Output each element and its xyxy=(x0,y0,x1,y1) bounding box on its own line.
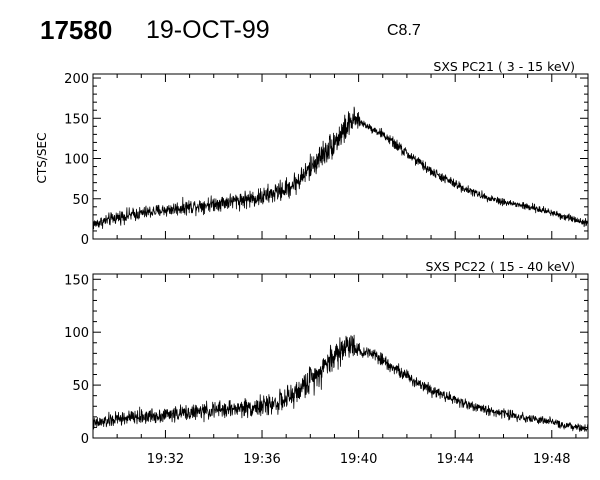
panel-title: SXS PC22 ( 15 - 40 keV) xyxy=(425,259,575,274)
series-line xyxy=(92,334,589,432)
panel-title: SXS PC21 ( 3 - 15 keV) xyxy=(433,59,575,74)
y-tick-label: 150 xyxy=(64,112,89,127)
y-tick-label: 50 xyxy=(72,379,89,394)
plot-frame xyxy=(92,273,589,439)
y-tick-label: 100 xyxy=(64,326,89,341)
y-tick-label: 150 xyxy=(64,273,89,288)
panel-pc21: SXS PC21 ( 3 - 15 keV) 0 50 100 150 200 xyxy=(64,59,589,248)
x-tick-label: 19:36 xyxy=(243,452,280,467)
x-tick-label: 19:32 xyxy=(147,452,184,467)
flare-class: C8.7 xyxy=(387,22,421,39)
y-axis-label: CTS/SEC xyxy=(35,133,49,184)
event-number: 17580 xyxy=(40,15,113,45)
panel-pc22: SXS PC22 ( 15 - 40 keV) 0 50 100 150 19:32 19… xyxy=(64,259,589,467)
series-line xyxy=(92,106,589,230)
y-tick-label: 50 xyxy=(72,193,89,208)
x-tick-label: 19:48 xyxy=(533,452,570,467)
y-tick-label: 200 xyxy=(64,72,89,87)
plot-frame xyxy=(92,73,589,240)
y-tick-label: 0 xyxy=(81,233,89,248)
x-tick-label: 19:40 xyxy=(340,452,377,467)
y-tick-label: 100 xyxy=(64,153,89,168)
event-date: 19-OCT-99 xyxy=(146,16,270,44)
x-tick-label: 19:44 xyxy=(436,452,473,467)
y-tick-label: 0 xyxy=(81,432,89,447)
